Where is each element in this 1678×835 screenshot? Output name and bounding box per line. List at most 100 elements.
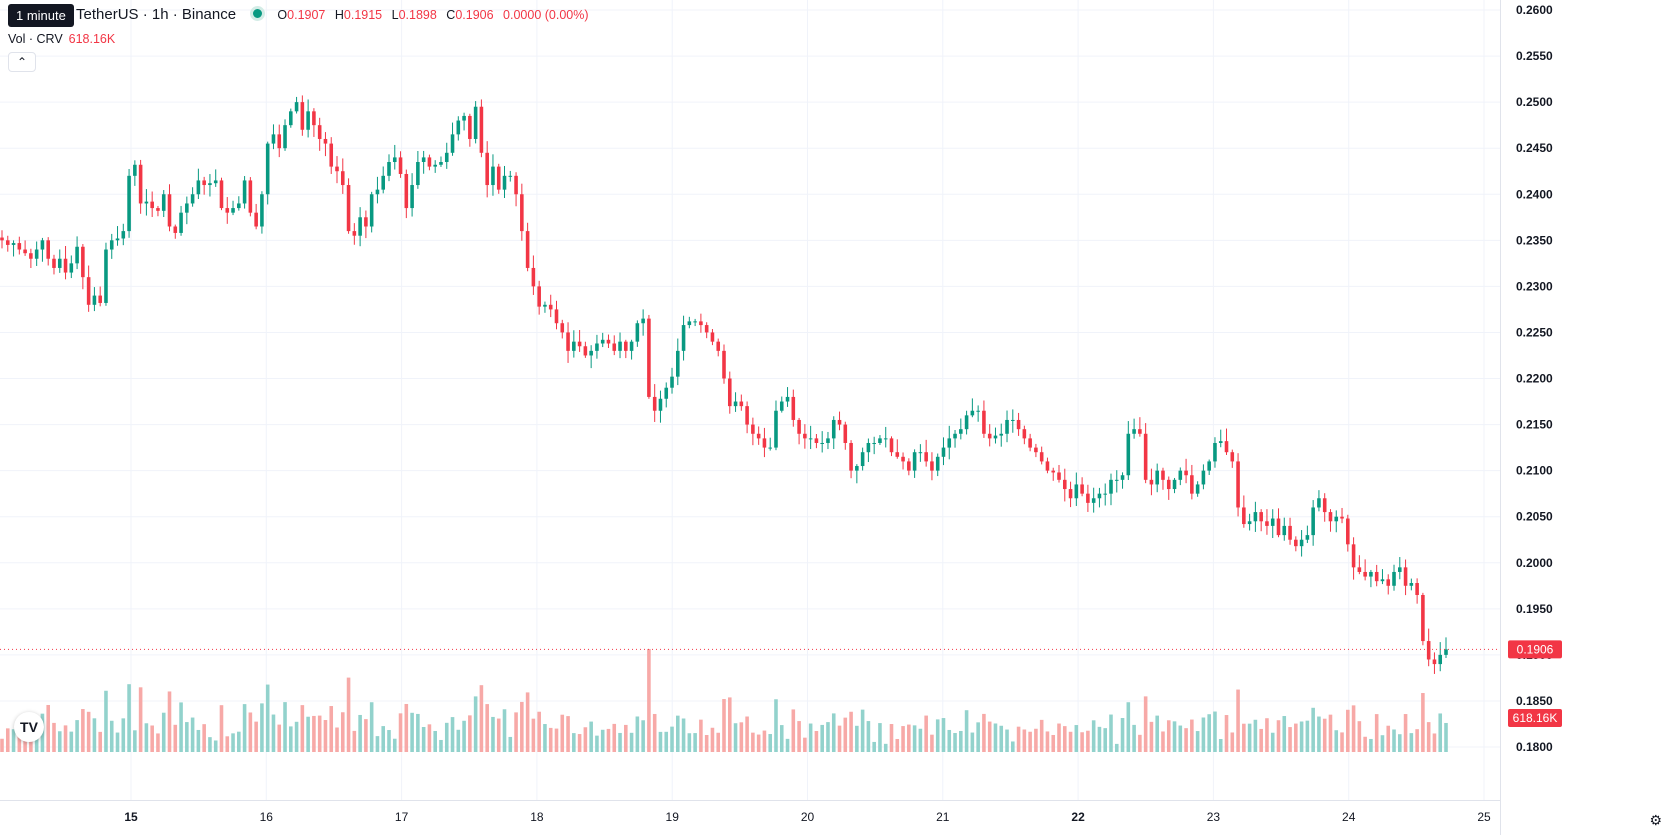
open-value: 0.1907 — [287, 8, 326, 22]
candle-body — [791, 396, 796, 420]
volume-bar — [727, 697, 732, 752]
volume-bar — [1034, 728, 1038, 752]
candle-body — [999, 433, 1004, 436]
candle-body — [179, 212, 183, 233]
candle-body — [1351, 544, 1356, 568]
volume-bar — [947, 729, 952, 752]
volume-bar — [404, 703, 409, 752]
volume-bar — [294, 721, 299, 752]
candle-body — [768, 447, 772, 449]
candle-body — [722, 350, 726, 379]
volume-bar — [930, 734, 934, 752]
volume-bar — [358, 714, 362, 752]
volume-bar — [1213, 711, 1217, 752]
candle-body — [537, 286, 541, 307]
volume-bar — [329, 706, 334, 752]
volume-bar — [1045, 731, 1050, 752]
volume-bar — [808, 723, 813, 752]
candle-body — [1103, 493, 1108, 495]
symbol-title[interactable]: TetherUS · 1h · Binance — [76, 6, 237, 23]
candle-body — [491, 166, 495, 186]
candle-body — [860, 452, 865, 467]
close-label: C — [446, 8, 456, 22]
volume-bar — [1195, 731, 1200, 752]
candle-body — [439, 162, 443, 165]
candle-body — [543, 304, 547, 307]
volume-bar — [1380, 735, 1385, 752]
price-tick-label: 0.2400 — [1516, 187, 1553, 201]
candle-body — [1363, 571, 1367, 577]
volume-bar — [1276, 720, 1281, 752]
time-tick-label: 20 — [801, 810, 815, 824]
volume-bar — [982, 713, 986, 752]
volume-bar — [289, 726, 293, 752]
candle-body — [907, 461, 911, 471]
volume-bar — [1080, 732, 1084, 752]
candle-body — [1270, 518, 1275, 526]
last-price-label: 0.1906 — [1517, 642, 1554, 656]
volume-legend[interactable]: Vol · CRV 618.16K — [8, 32, 115, 46]
candle-body — [774, 410, 778, 448]
candle-body — [600, 339, 605, 344]
volume-bar — [716, 732, 721, 752]
volume-bar — [756, 734, 761, 752]
volume-bar — [1138, 734, 1142, 752]
candle-body — [294, 102, 299, 112]
volume-bar — [496, 718, 501, 752]
candle-body — [756, 433, 761, 439]
candle-body — [1230, 452, 1235, 462]
price-tick-label: 0.2050 — [1516, 510, 1553, 524]
candle-body — [941, 447, 946, 457]
volume-bar — [392, 738, 397, 752]
volume-bar — [554, 728, 559, 752]
volume-bar — [254, 721, 258, 752]
candle-body — [976, 410, 980, 412]
volume-bar — [1288, 727, 1292, 752]
candle-body — [398, 157, 403, 174]
volume-bar — [964, 710, 969, 752]
volume-bar — [127, 684, 131, 752]
candle-body — [1028, 438, 1032, 448]
volume-bar — [1172, 721, 1177, 752]
volume-bar — [1392, 729, 1396, 752]
candle-body — [456, 120, 461, 135]
collapse-legend-button[interactable]: ⌃ — [8, 52, 36, 72]
candle-body — [733, 401, 738, 407]
gear-icon[interactable]: ⚙ — [1649, 812, 1662, 828]
candle-body — [652, 396, 657, 411]
candle-body — [1051, 470, 1056, 473]
candle-body — [213, 180, 218, 184]
candle-body — [808, 438, 813, 440]
volume-bar — [606, 728, 611, 752]
candle-body — [658, 398, 663, 411]
candle-body — [612, 343, 617, 351]
candle-body — [566, 332, 570, 351]
candle-body — [618, 341, 622, 351]
volume-bar — [46, 704, 50, 752]
tradingview-logo[interactable]: TV — [14, 712, 44, 742]
volume-bar — [213, 740, 218, 752]
time-tick-label: 19 — [666, 810, 680, 824]
candle-body — [548, 304, 553, 310]
candle-body — [381, 175, 386, 190]
ohlc-values: O0.1907 H0.1915 L0.1898 C0.1906 0.0000 (… — [277, 8, 594, 22]
candle-body — [520, 194, 524, 232]
volume-bar — [1299, 721, 1304, 752]
volume-bar — [1057, 723, 1061, 752]
candle-body — [340, 171, 345, 186]
candle-body — [959, 429, 963, 434]
volume-bar — [935, 719, 940, 752]
volume-bar — [1074, 725, 1079, 752]
volume-bar — [647, 648, 651, 752]
volume-bar — [1039, 719, 1044, 752]
volume-bar — [1265, 718, 1269, 752]
candle-body — [1392, 571, 1396, 586]
volume-bar — [837, 725, 842, 752]
volume-bar — [433, 730, 437, 752]
candle-body — [1374, 571, 1379, 582]
candle-body — [254, 212, 258, 227]
volume-bar — [161, 712, 166, 752]
candle-body — [525, 231, 530, 268]
high-value: 0.1915 — [343, 8, 383, 22]
